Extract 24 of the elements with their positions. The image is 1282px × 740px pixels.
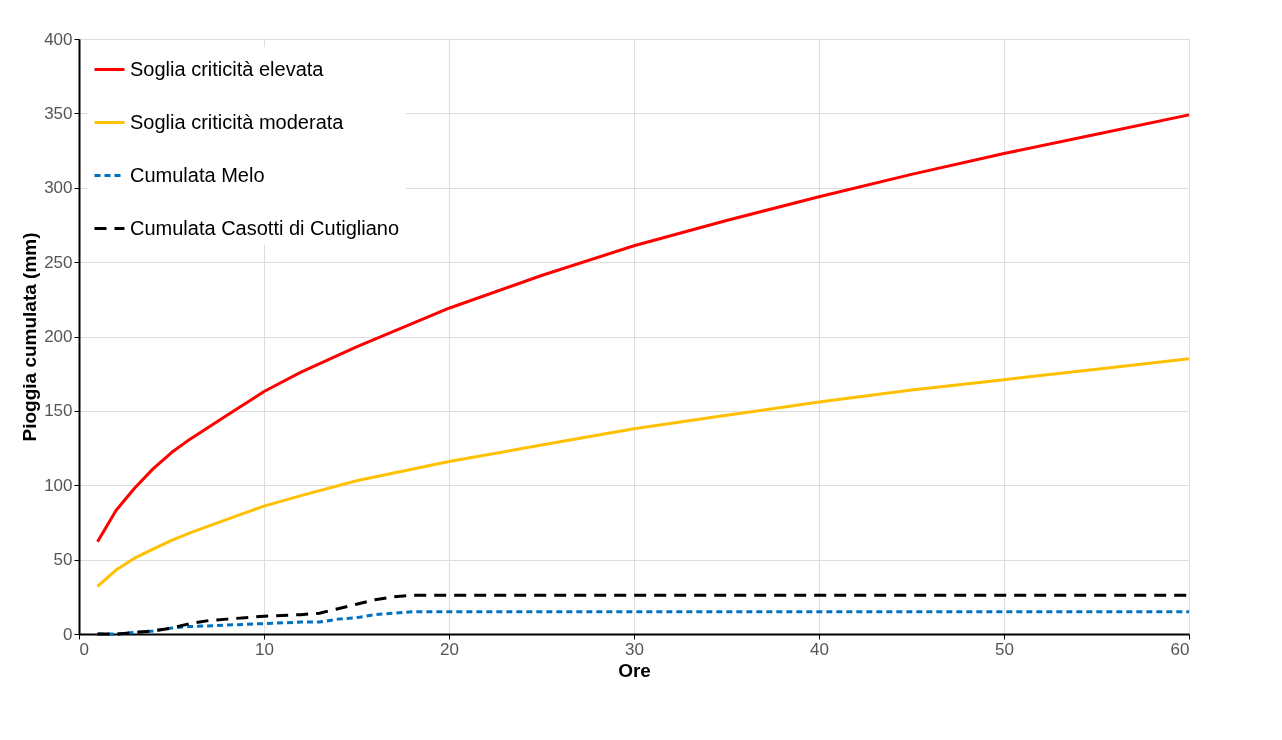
- y-tick-label: 250: [44, 252, 73, 272]
- legend-label: Soglia criticità moderata: [130, 110, 345, 133]
- legend-label: Soglia criticità elevata: [130, 57, 325, 80]
- y-tick-label: 100: [44, 475, 73, 495]
- x-tick-label: 60: [1170, 639, 1190, 659]
- legend-label: Cumulata Melo: [130, 163, 265, 186]
- y-tick-label: 200: [44, 327, 73, 346]
- line-series: [96, 113, 1191, 544]
- x-tick-label: 10: [255, 639, 274, 659]
- x-axis-title: Ore: [618, 659, 651, 681]
- y-tick-label: 350: [44, 103, 73, 123]
- x-tick-label: 40: [810, 639, 829, 659]
- x-tick-label: 50: [995, 639, 1014, 659]
- y-tick-label: 50: [53, 550, 73, 570]
- x-tick-label: 20: [440, 639, 459, 659]
- line-series: [96, 357, 1191, 588]
- y-axis-title: Pioggia cumulata (mm): [19, 232, 41, 442]
- y-tick-label: 400: [44, 29, 73, 49]
- x-tick-label: 0: [79, 639, 89, 659]
- y-tick-label: 300: [44, 178, 73, 198]
- x-tick-label: 30: [625, 639, 644, 659]
- legend-label: Cumulata Casotti di Cutigliano: [130, 216, 400, 239]
- y-tick-label: 0: [63, 624, 73, 644]
- y-tick-label: 150: [44, 401, 73, 421]
